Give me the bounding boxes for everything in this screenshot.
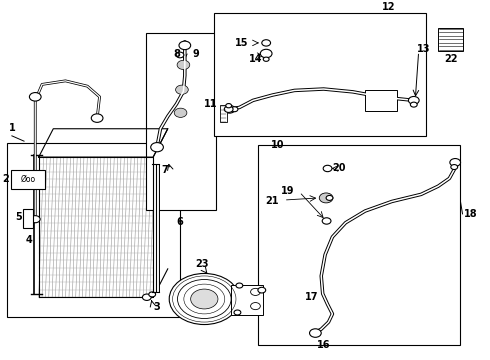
Circle shape	[191, 289, 218, 309]
Circle shape	[30, 216, 40, 223]
Text: 4: 4	[25, 235, 32, 245]
Text: 6: 6	[176, 217, 183, 228]
Circle shape	[177, 60, 190, 69]
Circle shape	[176, 52, 184, 58]
Text: 9: 9	[192, 49, 199, 59]
Circle shape	[143, 294, 151, 301]
Text: 7: 7	[161, 165, 168, 175]
Circle shape	[323, 165, 332, 172]
Bar	[23, 208, 33, 228]
Text: 12: 12	[382, 3, 395, 12]
Circle shape	[174, 108, 187, 117]
Circle shape	[319, 193, 333, 203]
Circle shape	[260, 49, 272, 58]
Circle shape	[226, 104, 232, 108]
Text: 8: 8	[173, 49, 180, 59]
Circle shape	[258, 287, 266, 293]
Circle shape	[250, 288, 260, 296]
Text: 15: 15	[235, 38, 248, 48]
Bar	[231, 285, 263, 315]
Circle shape	[250, 302, 260, 310]
Bar	[146, 33, 217, 210]
Circle shape	[450, 158, 461, 166]
Circle shape	[231, 107, 238, 112]
Circle shape	[177, 279, 231, 319]
Bar	[365, 90, 397, 111]
Text: 16: 16	[317, 341, 330, 350]
Bar	[220, 105, 227, 122]
Circle shape	[326, 195, 333, 201]
Circle shape	[175, 85, 188, 94]
Text: 17: 17	[305, 292, 318, 302]
Text: 3: 3	[153, 302, 160, 312]
Circle shape	[179, 41, 191, 50]
Text: 11: 11	[204, 99, 218, 109]
Text: Øoo: Øoo	[21, 175, 35, 184]
Text: 14: 14	[249, 54, 263, 63]
Text: 5: 5	[15, 212, 22, 222]
Circle shape	[29, 93, 41, 101]
Text: 22: 22	[444, 54, 458, 64]
Circle shape	[310, 329, 321, 337]
Circle shape	[262, 40, 270, 46]
Text: 10: 10	[270, 140, 284, 150]
Circle shape	[234, 310, 241, 315]
Text: 2: 2	[2, 174, 9, 184]
Circle shape	[91, 114, 103, 122]
Circle shape	[451, 165, 458, 170]
Text: 13: 13	[417, 44, 431, 54]
Text: 19: 19	[281, 186, 294, 196]
Circle shape	[224, 106, 233, 112]
Circle shape	[169, 274, 240, 325]
Bar	[438, 28, 464, 51]
Bar	[214, 13, 426, 136]
Circle shape	[151, 143, 163, 152]
Text: 20: 20	[332, 163, 346, 174]
Circle shape	[224, 105, 235, 113]
Text: 18: 18	[464, 209, 477, 219]
Circle shape	[236, 283, 243, 288]
Circle shape	[409, 96, 419, 104]
Circle shape	[322, 218, 331, 224]
Bar	[7, 143, 180, 317]
Text: 1: 1	[9, 123, 16, 133]
Text: 21: 21	[265, 196, 278, 206]
Circle shape	[263, 57, 269, 61]
Circle shape	[411, 102, 417, 107]
Bar	[258, 145, 460, 345]
Text: 23: 23	[195, 259, 209, 269]
Bar	[11, 170, 45, 189]
Circle shape	[149, 292, 156, 297]
